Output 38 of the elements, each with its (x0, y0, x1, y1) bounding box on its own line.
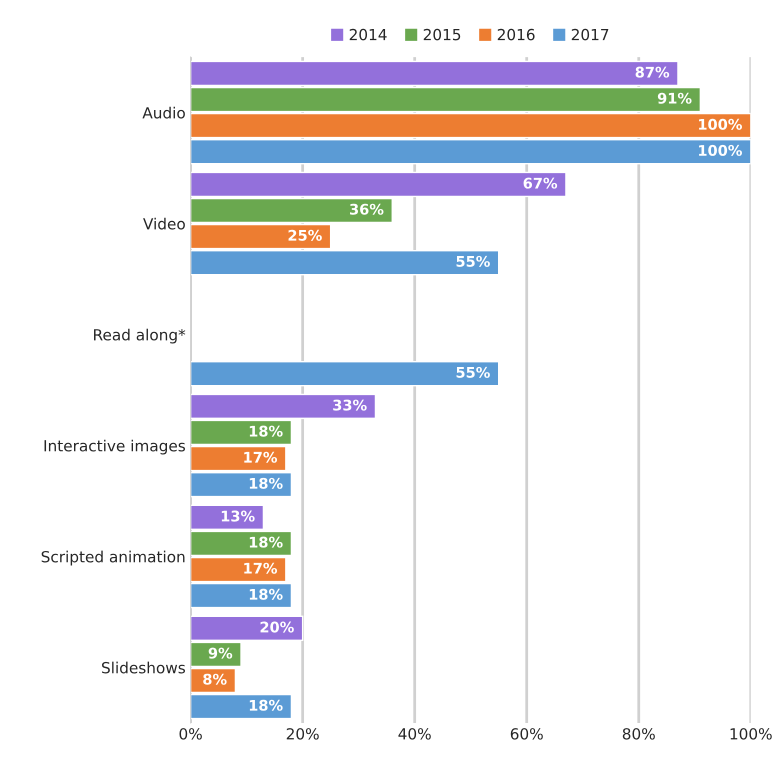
data-label: 33% (333, 400, 367, 411)
x-tick-label: 80% (622, 728, 655, 740)
x-tick-label: 40% (398, 728, 431, 740)
data-label: 18% (250, 536, 283, 548)
y-tick-label: Interactive images (44, 440, 185, 454)
data-label: 100% (699, 144, 742, 156)
x-tick-label: 0% (180, 728, 202, 740)
data-label: 8% (203, 674, 227, 685)
data-label: 25% (288, 230, 322, 241)
data-label: 67% (524, 178, 558, 189)
data-label: 55% (456, 256, 490, 267)
data-label: 55% (456, 366, 490, 378)
x-tick-label: 20% (286, 728, 319, 740)
data-label: 100% (699, 118, 742, 130)
y-tick-label: Scripted animation (42, 550, 184, 566)
data-label: 20% (260, 622, 294, 633)
data-label: 17% (244, 562, 278, 574)
data-label: 17% (244, 452, 278, 463)
x-tick-label: 100% (730, 728, 772, 740)
data-label: 13% (222, 510, 255, 522)
y-tick-label: Read along* (94, 328, 186, 344)
bar (190, 360, 500, 386)
y-tick-label: Slideshows (102, 662, 186, 674)
data-label: 18% (250, 426, 283, 437)
legend-label: 2015 (424, 28, 460, 40)
y-tick-label: Audio (142, 106, 185, 119)
y-tick-label: Video (143, 218, 185, 230)
data-label: 18% (250, 478, 283, 489)
data-label: 9% (208, 648, 232, 659)
data-label: 91% (658, 92, 692, 104)
data-label: 18% (250, 700, 283, 711)
data-label: 87% (636, 66, 670, 78)
x-tick-label: 60% (510, 728, 543, 740)
legend-label: 2017 (572, 28, 608, 40)
data-label: 36% (350, 204, 384, 215)
data-label: 18% (250, 588, 283, 600)
legend-label: 2014 (350, 28, 387, 40)
legend-label: 2016 (498, 28, 535, 40)
